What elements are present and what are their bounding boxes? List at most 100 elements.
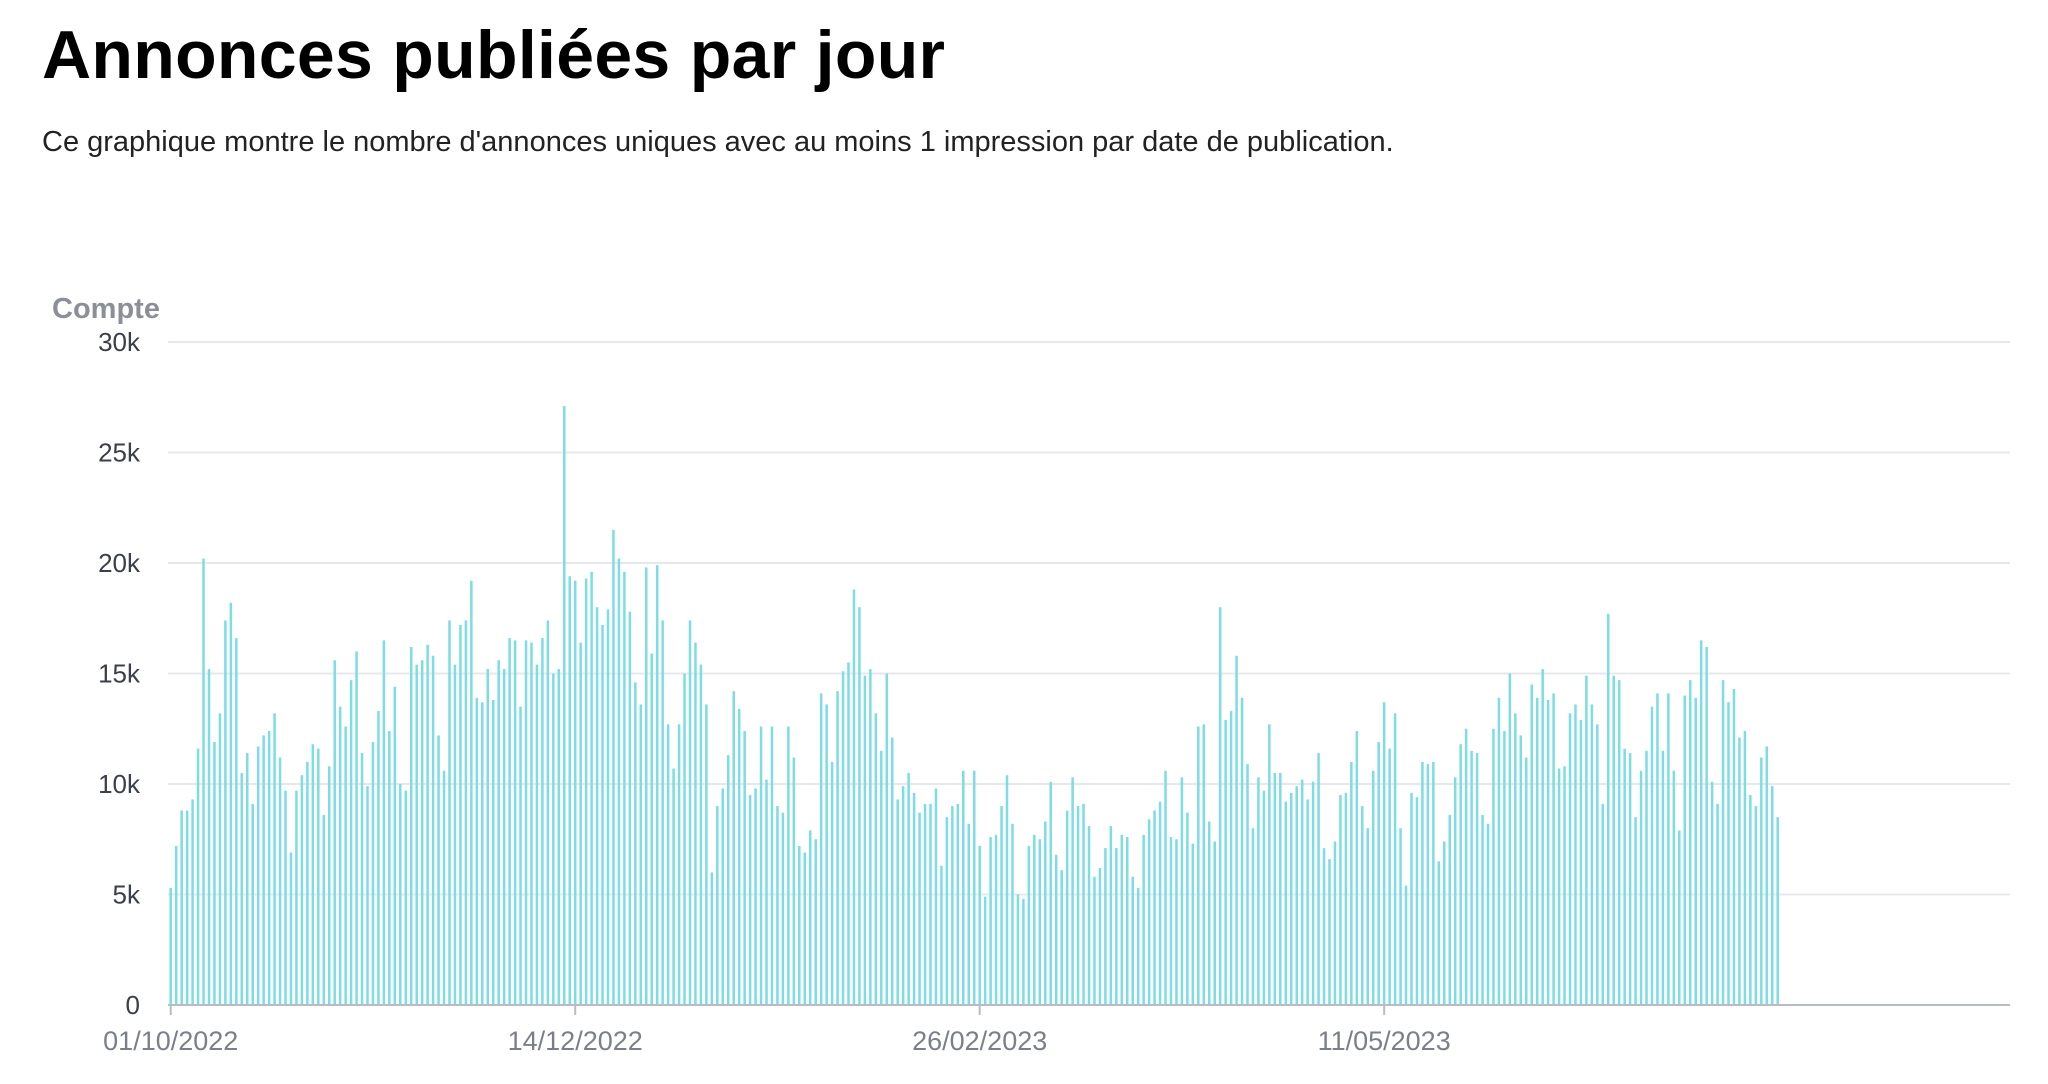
bar[interactable] bbox=[677, 724, 681, 1005]
bar[interactable] bbox=[229, 602, 233, 1005]
bar[interactable] bbox=[841, 671, 845, 1005]
bar[interactable] bbox=[1262, 790, 1266, 1005]
bar[interactable] bbox=[1126, 837, 1129, 1005]
bar[interactable] bbox=[1678, 830, 1681, 1005]
bar[interactable] bbox=[344, 726, 347, 1005]
bar[interactable] bbox=[1667, 693, 1670, 1005]
bar[interactable] bbox=[1153, 810, 1156, 1005]
bar[interactable] bbox=[606, 609, 610, 1005]
bar[interactable] bbox=[207, 669, 211, 1005]
bar[interactable] bbox=[169, 887, 172, 1005]
bar[interactable] bbox=[185, 810, 189, 1005]
bar[interactable] bbox=[1519, 735, 1523, 1005]
bar[interactable] bbox=[508, 638, 511, 1005]
bar[interactable] bbox=[901, 786, 905, 1005]
bar[interactable] bbox=[1082, 803, 1085, 1005]
bar[interactable] bbox=[634, 682, 637, 1005]
bar[interactable] bbox=[896, 799, 899, 1005]
bar[interactable] bbox=[371, 742, 375, 1005]
bar[interactable] bbox=[246, 753, 249, 1005]
bar[interactable] bbox=[972, 770, 976, 1005]
bar[interactable] bbox=[1770, 786, 1774, 1005]
bar[interactable] bbox=[256, 746, 260, 1005]
bar[interactable] bbox=[1503, 730, 1506, 1005]
bar[interactable] bbox=[1224, 719, 1227, 1005]
bar[interactable] bbox=[847, 662, 850, 1005]
bar[interactable] bbox=[584, 578, 588, 1005]
bar[interactable] bbox=[1760, 757, 1763, 1005]
bar[interactable] bbox=[388, 730, 391, 1005]
bar[interactable] bbox=[557, 669, 561, 1005]
bar[interactable] bbox=[612, 529, 615, 1005]
bar[interactable] bbox=[464, 620, 468, 1005]
bar[interactable] bbox=[563, 406, 566, 1006]
bar[interactable] bbox=[1240, 697, 1244, 1005]
bar[interactable] bbox=[929, 803, 932, 1005]
bar[interactable] bbox=[890, 737, 894, 1005]
bar[interactable] bbox=[1136, 887, 1140, 1005]
bar[interactable] bbox=[1344, 792, 1348, 1005]
bar[interactable] bbox=[1016, 894, 1020, 1006]
bar[interactable] bbox=[792, 757, 796, 1005]
bar[interactable] bbox=[267, 730, 271, 1005]
bar[interactable] bbox=[502, 669, 506, 1005]
bar[interactable] bbox=[568, 576, 571, 1005]
bar[interactable] bbox=[1552, 693, 1555, 1005]
bar[interactable] bbox=[399, 784, 402, 1005]
bar[interactable] bbox=[1535, 697, 1539, 1005]
bar[interactable] bbox=[765, 779, 768, 1005]
bar[interactable] bbox=[224, 620, 227, 1005]
bar[interactable] bbox=[989, 837, 992, 1005]
bar[interactable] bbox=[688, 620, 692, 1005]
bar[interactable] bbox=[1716, 803, 1719, 1005]
bar[interactable] bbox=[721, 788, 725, 1005]
bar[interactable] bbox=[180, 810, 183, 1005]
bar[interactable] bbox=[1339, 795, 1342, 1005]
bar[interactable] bbox=[196, 748, 200, 1005]
bar[interactable] bbox=[1596, 724, 1599, 1005]
bar[interactable] bbox=[956, 803, 960, 1005]
bar[interactable] bbox=[573, 580, 577, 1005]
bar[interactable] bbox=[907, 772, 910, 1005]
bar[interactable] bbox=[1546, 700, 1550, 1005]
bar[interactable] bbox=[770, 726, 774, 1005]
bar[interactable] bbox=[426, 644, 429, 1005]
bar[interactable] bbox=[1688, 680, 1692, 1005]
bar[interactable] bbox=[1295, 786, 1298, 1005]
bar[interactable] bbox=[1699, 640, 1703, 1005]
bar[interactable] bbox=[1218, 607, 1222, 1005]
bar[interactable] bbox=[541, 638, 544, 1005]
bar[interactable] bbox=[1371, 770, 1375, 1005]
bar[interactable] bbox=[1541, 669, 1544, 1005]
bar[interactable] bbox=[1492, 728, 1495, 1005]
bar[interactable] bbox=[1098, 867, 1102, 1005]
bar[interactable] bbox=[885, 673, 889, 1006]
bar[interactable] bbox=[1120, 834, 1124, 1005]
bar[interactable] bbox=[1076, 806, 1080, 1005]
bar[interactable] bbox=[1109, 825, 1113, 1005]
bar[interactable] bbox=[1011, 823, 1014, 1005]
bar[interactable] bbox=[1355, 730, 1359, 1005]
bar[interactable] bbox=[317, 748, 320, 1005]
bar[interactable] bbox=[431, 655, 435, 1005]
bar[interactable] bbox=[1607, 613, 1610, 1005]
bar[interactable] bbox=[1213, 841, 1216, 1005]
bar[interactable] bbox=[404, 790, 408, 1005]
bar[interactable] bbox=[623, 571, 626, 1005]
bar[interactable] bbox=[1650, 706, 1654, 1005]
bar[interactable] bbox=[327, 766, 331, 1005]
bar[interactable] bbox=[289, 852, 293, 1005]
bar[interactable] bbox=[1743, 730, 1747, 1005]
bar[interactable] bbox=[366, 786, 369, 1005]
bar[interactable] bbox=[1432, 761, 1435, 1005]
bar[interactable] bbox=[880, 750, 883, 1005]
bar[interactable] bbox=[174, 845, 178, 1005]
bar[interactable] bbox=[628, 611, 632, 1005]
bar[interactable] bbox=[1393, 713, 1397, 1005]
bar[interactable] bbox=[710, 872, 714, 1005]
bar[interactable] bbox=[1005, 775, 1009, 1005]
bar[interactable] bbox=[945, 817, 949, 1005]
bar[interactable] bbox=[1399, 828, 1402, 1005]
bar[interactable] bbox=[1169, 837, 1173, 1005]
bar[interactable] bbox=[776, 806, 779, 1005]
